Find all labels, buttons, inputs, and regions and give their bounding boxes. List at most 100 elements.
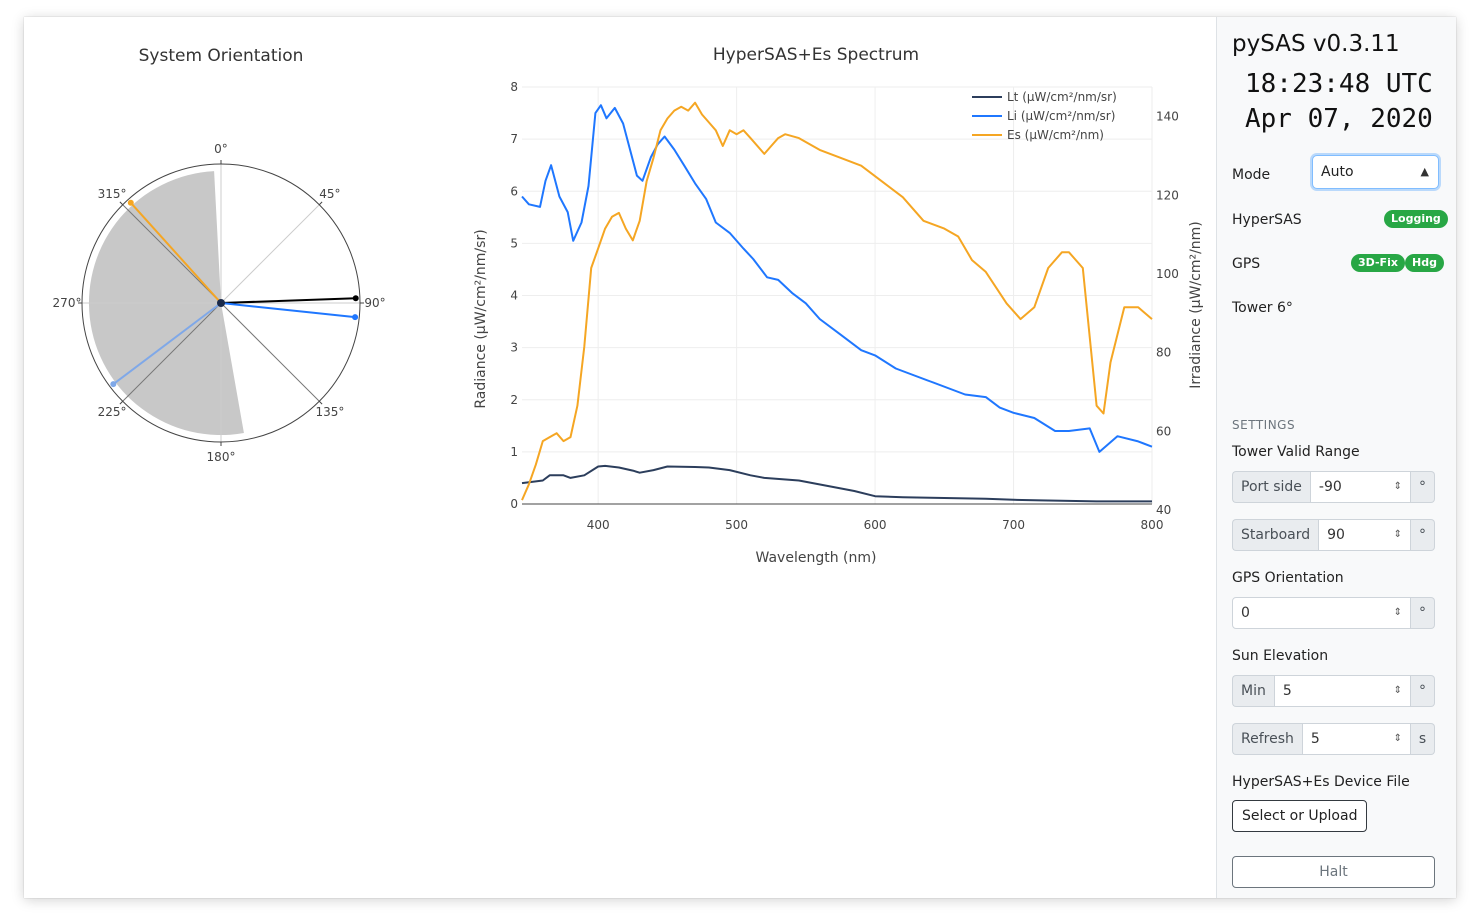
seconds-unit: s <box>1411 723 1435 755</box>
gps-orientation-group: 0 ⇕ ° <box>1232 597 1435 629</box>
spectrum-lines <box>521 101 1153 503</box>
spectrum-chart: HyperSAS+Es Spectrum 400 500 600 700 800 0 1 2 3… <box>473 45 1204 566</box>
x-axis-title: Wavelength (nm) <box>756 550 877 566</box>
polar-tick-label: 0° <box>214 142 228 156</box>
hypersas-label: HyperSAS <box>1232 212 1302 228</box>
clock-date: Apr 07, 2020 <box>1245 104 1433 134</box>
series-line-2 <box>521 101 1153 501</box>
spinner-icon[interactable]: ⇕ <box>1393 481 1402 492</box>
y-tick-label: 5 <box>510 236 518 250</box>
refresh-group: Refresh 5 ⇕ s <box>1232 723 1435 755</box>
sun-min-input[interactable]: 5 ⇕ <box>1273 675 1411 707</box>
polar-tick-mark <box>318 400 323 405</box>
device-file-label: HyperSAS+Es Device File <box>1232 774 1410 790</box>
polar-tick-label: 270° <box>53 296 82 310</box>
spinner-icon[interactable]: ⇕ <box>1393 529 1402 540</box>
x-tick-label: 400 <box>587 518 610 532</box>
main-panel: System Orientation 0° 45° 90° 135° 180° 225° 2… <box>24 17 1216 898</box>
legend: Lt (μW/cm²/nm/sr) Li (μW/cm²/nm/sr) Es (… <box>972 90 1117 142</box>
tower-range-label: Tower Valid Range <box>1232 444 1360 460</box>
polar-tick-mark <box>318 201 323 206</box>
y-tick-label: 0 <box>510 497 518 511</box>
spinner-icon[interactable]: ⇕ <box>1393 607 1402 618</box>
gps-orientation-input[interactable]: 0 ⇕ <box>1232 597 1411 629</box>
degree-unit: ° <box>1411 675 1435 707</box>
degree-unit: ° <box>1411 519 1435 551</box>
polar-spoke <box>220 204 320 304</box>
sun-elevation-label: Sun Elevation <box>1232 648 1329 664</box>
polar-spoke <box>122 204 222 304</box>
polar-tick-mark <box>119 400 124 405</box>
sidebar: pySAS v0.3.11 18:23:48 UTC Apr 07, 2020 … <box>1216 17 1456 898</box>
y-tick-label: 2 <box>510 393 518 407</box>
polar-tick-mark <box>119 201 124 206</box>
y-tick-label: 1 <box>510 445 518 459</box>
refresh-input[interactable]: 5 ⇕ <box>1301 723 1411 755</box>
polar-spoke <box>220 302 320 402</box>
y2-tick-label: 140 <box>1156 110 1179 124</box>
legend-item-es[interactable]: Es (μW/cm²/nm) <box>1007 128 1104 142</box>
port-side-input[interactable]: -90 ⇕ <box>1309 471 1411 503</box>
y-axis-title: Radiance (μW/cm²/nm/sr) <box>473 229 489 408</box>
polar-outer-circle <box>81 163 361 443</box>
orientation-vector-2 <box>220 302 356 319</box>
select-upload-button[interactable]: Select or Upload <box>1232 800 1368 832</box>
polar-plot-area: 0° 45° 90° 135° 180° 225° 270° 315° <box>53 142 386 464</box>
gps-fix-badge: 3D-Fix <box>1351 254 1405 272</box>
polar-center-dot <box>217 299 225 307</box>
gps-heading-badge: Hdg <box>1405 254 1444 272</box>
sun-min-group: Min 5 ⇕ ° <box>1232 675 1435 707</box>
y2-tick-label: 40 <box>1156 503 1171 517</box>
app-window: System Orientation 0° 45° 90° 135° 180° 225° 2… <box>24 17 1456 898</box>
spinner-icon[interactable]: ⇕ <box>1393 685 1402 696</box>
vector-marker-3 <box>110 381 117 388</box>
x-tick-label: 600 <box>864 518 887 532</box>
app-title: pySAS v0.3.11 <box>1232 31 1400 57</box>
gps-orientation-label: GPS Orientation <box>1232 570 1344 586</box>
degree-unit: ° <box>1411 471 1435 503</box>
polar-tick-label: 180° <box>207 450 236 464</box>
spinner-icon[interactable]: ⇕ <box>1393 733 1402 744</box>
spectrum-ticks: 400 500 600 700 800 0 1 2 3 4 5 6 7 8 40 60 80 100 120 140 <box>510 80 1179 532</box>
x-tick-label: 700 <box>1002 518 1025 532</box>
mode-select-value: Auto <box>1321 164 1354 180</box>
polar-tick-label: 45° <box>319 187 340 201</box>
y2-tick-label: 60 <box>1156 424 1171 438</box>
sun-min-label: Min <box>1232 675 1274 707</box>
x-tick-label: 800 <box>1141 518 1164 532</box>
y2-axis-title: Irradiance (μW/cm²/nm) <box>1188 221 1204 389</box>
starboard-label: Starboard <box>1232 519 1319 551</box>
y-tick-label: 6 <box>510 184 518 198</box>
tower-status: Tower 6° <box>1232 300 1293 316</box>
spectrum-grid <box>522 86 1153 505</box>
vector-marker-0 <box>127 199 134 206</box>
settings-heading: SETTINGS <box>1232 418 1296 432</box>
x-tick-label: 500 <box>725 518 748 532</box>
series-line-1 <box>521 104 1153 453</box>
legend-item-li[interactable]: Li (μW/cm²/nm/sr) <box>1007 109 1115 123</box>
select-arrows-icon: ▲ <box>1420 165 1429 178</box>
y-tick-label: 7 <box>510 132 518 146</box>
halt-button[interactable]: Halt <box>1232 856 1435 888</box>
polar-tick-label: 225° <box>98 405 127 419</box>
orientation-vector-3 <box>112 302 222 385</box>
starboard-input[interactable]: 90 ⇕ <box>1318 519 1411 551</box>
vector-marker-1 <box>352 295 359 302</box>
y-tick-label: 4 <box>510 289 518 303</box>
polar-title: System Orientation <box>139 46 304 66</box>
hypersas-status-badge: Logging <box>1384 210 1448 228</box>
polar-tick-label: 90° <box>364 296 385 310</box>
clock-time: 18:23:48 UTC <box>1245 69 1433 99</box>
spectrum-title: HyperSAS+Es Spectrum <box>713 45 919 65</box>
orientation-vector-0 <box>130 202 222 304</box>
port-side-group: Port side -90 ⇕ ° <box>1232 471 1435 503</box>
orientation-vector-1 <box>220 297 356 304</box>
mode-label: Mode <box>1232 167 1271 183</box>
polar-tick-label: 135° <box>315 405 344 419</box>
mode-select[interactable]: Auto ▲ <box>1312 155 1439 189</box>
polar-tick-label: 315° <box>98 187 127 201</box>
legend-item-lt[interactable]: Lt (μW/cm²/nm/sr) <box>1007 90 1117 104</box>
degree-unit: ° <box>1411 597 1435 629</box>
y2-tick-label: 80 <box>1156 346 1171 360</box>
y-tick-label: 8 <box>510 80 518 94</box>
